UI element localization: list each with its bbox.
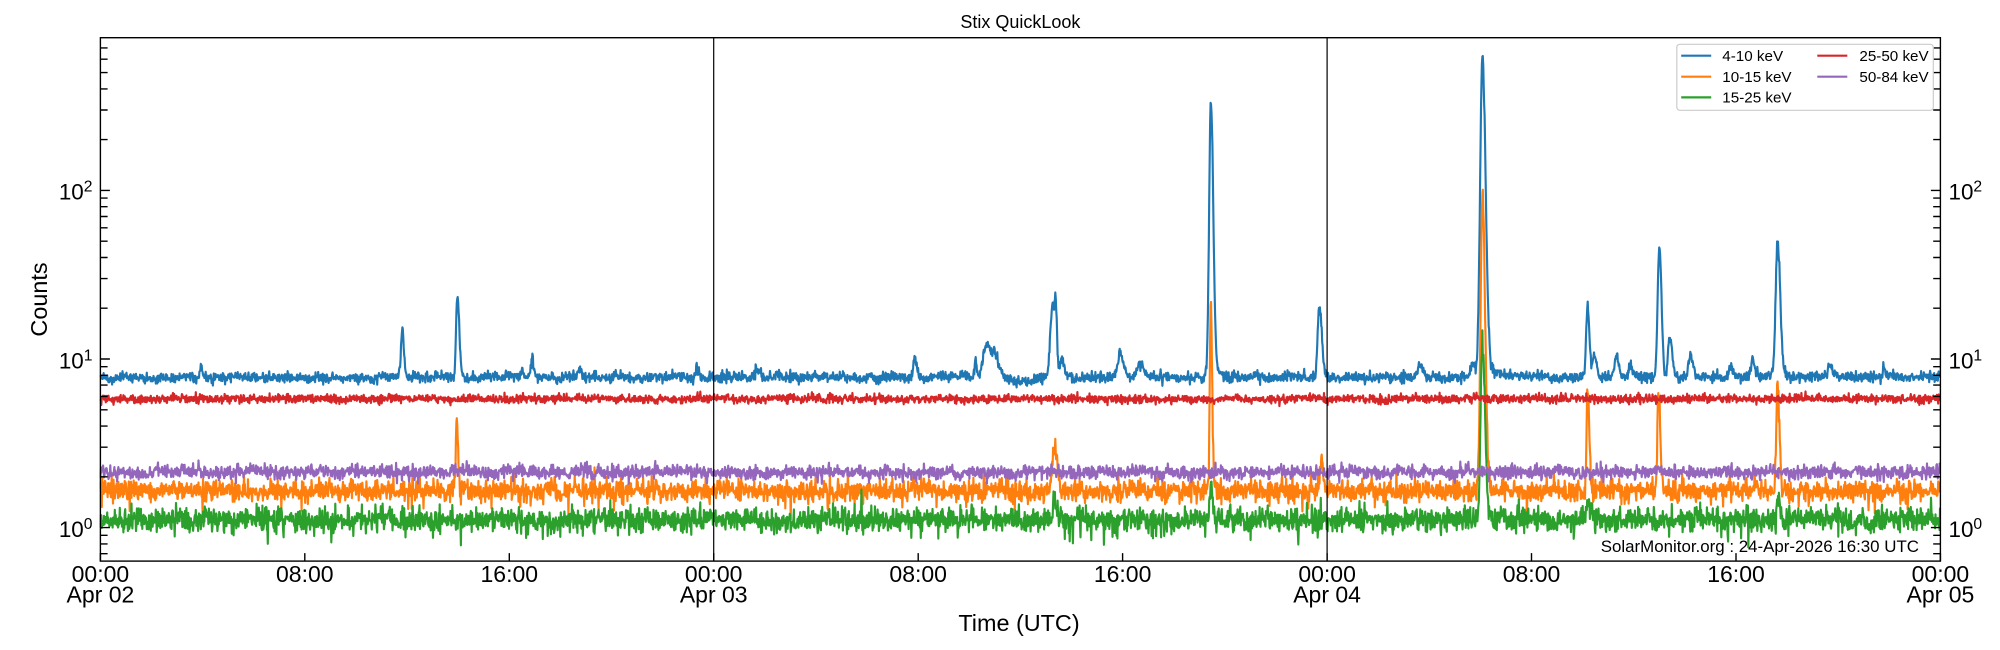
svg-text:Counts: Counts — [26, 262, 52, 336]
svg-text:08:00: 08:00 — [1503, 561, 1561, 587]
svg-text:Apr 02: Apr 02 — [67, 581, 135, 607]
svg-text:16:00: 16:00 — [1707, 561, 1765, 587]
svg-text:SolarMonitor.org : 24-Apr-2026: SolarMonitor.org : 24-Apr-2026 16:30 UTC — [1601, 537, 1919, 556]
svg-text:08:00: 08:00 — [889, 561, 947, 587]
svg-text:15-25 keV: 15-25 keV — [1722, 90, 1792, 107]
svg-text:Stix QuickLook: Stix QuickLook — [960, 12, 1081, 32]
svg-text:00:00: 00:00 — [685, 561, 743, 587]
svg-text:10-15 keV: 10-15 keV — [1722, 69, 1792, 86]
svg-text:Apr 04: Apr 04 — [1293, 581, 1361, 607]
svg-text:101: 101 — [59, 347, 93, 373]
svg-text:Time (UTC): Time (UTC) — [958, 610, 1079, 636]
svg-text:16:00: 16:00 — [1094, 561, 1152, 587]
svg-text:50-84 keV: 50-84 keV — [1859, 69, 1929, 86]
svg-text:Apr 03: Apr 03 — [680, 581, 748, 607]
svg-text:00:00: 00:00 — [72, 561, 130, 587]
svg-text:16:00: 16:00 — [481, 561, 539, 587]
svg-text:00:00: 00:00 — [1912, 561, 1970, 587]
svg-text:4-10 keV: 4-10 keV — [1722, 48, 1784, 65]
svg-text:00:00: 00:00 — [1298, 561, 1356, 587]
svg-text:Apr 05: Apr 05 — [1907, 581, 1975, 607]
svg-text:25-50 keV: 25-50 keV — [1859, 48, 1929, 65]
svg-text:08:00: 08:00 — [276, 561, 334, 587]
